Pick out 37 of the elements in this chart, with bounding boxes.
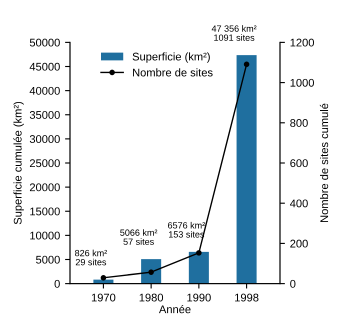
y2-tick-label: 1000 [290,78,314,87]
y2-tick-label: 600 [290,159,308,168]
y-tick-label: 45000 [30,62,60,71]
y-axis-title: Superficie cumulée (km²) [13,102,24,224]
annotation: 47 356 km² 1091 sites [212,25,256,41]
x-axis-title: Année [158,304,191,314]
bar [236,55,257,284]
y2-tick-label: 400 [290,199,308,208]
x-tick-label: 1998 [235,294,258,302]
y-tick-label: 25000 [30,159,60,168]
y-tick-label: 20000 [30,183,60,192]
annotation: 826 km² 29 sites [74,250,108,266]
y-tick-label: 30000 [30,135,60,144]
y2-axis-title: Nombre de sites cumulé [320,104,328,222]
y2-tick-label: 1200 [290,38,314,47]
y2-tick-label: 0 [290,280,296,288]
legend-label: Nombre de sites [133,68,213,76]
y2-tick-label: 200 [290,240,308,248]
annotation: 5066 km² 57 sites [120,229,158,245]
x-tick-label: 1970 [92,294,116,302]
point [196,250,202,256]
y-tick-label: 5000 [36,256,60,264]
point [148,269,154,275]
legend-label: Superficie (km²) [132,52,210,63]
bar [141,259,162,284]
y-tick-label: 50000 [30,38,60,47]
x-tick-label: 1990 [187,294,211,302]
y-tick-label: 15000 [30,208,60,216]
bar [188,252,209,284]
y-tick-label: 40000 [30,86,60,95]
y-tick-label: 10000 [30,232,60,240]
y-tick-label: 0 [54,280,60,288]
x-tick-label: 1980 [140,294,164,302]
point [244,62,250,68]
y2-tick-label: 800 [290,119,308,127]
y-tick-label: 35000 [30,111,60,119]
point [100,275,106,281]
